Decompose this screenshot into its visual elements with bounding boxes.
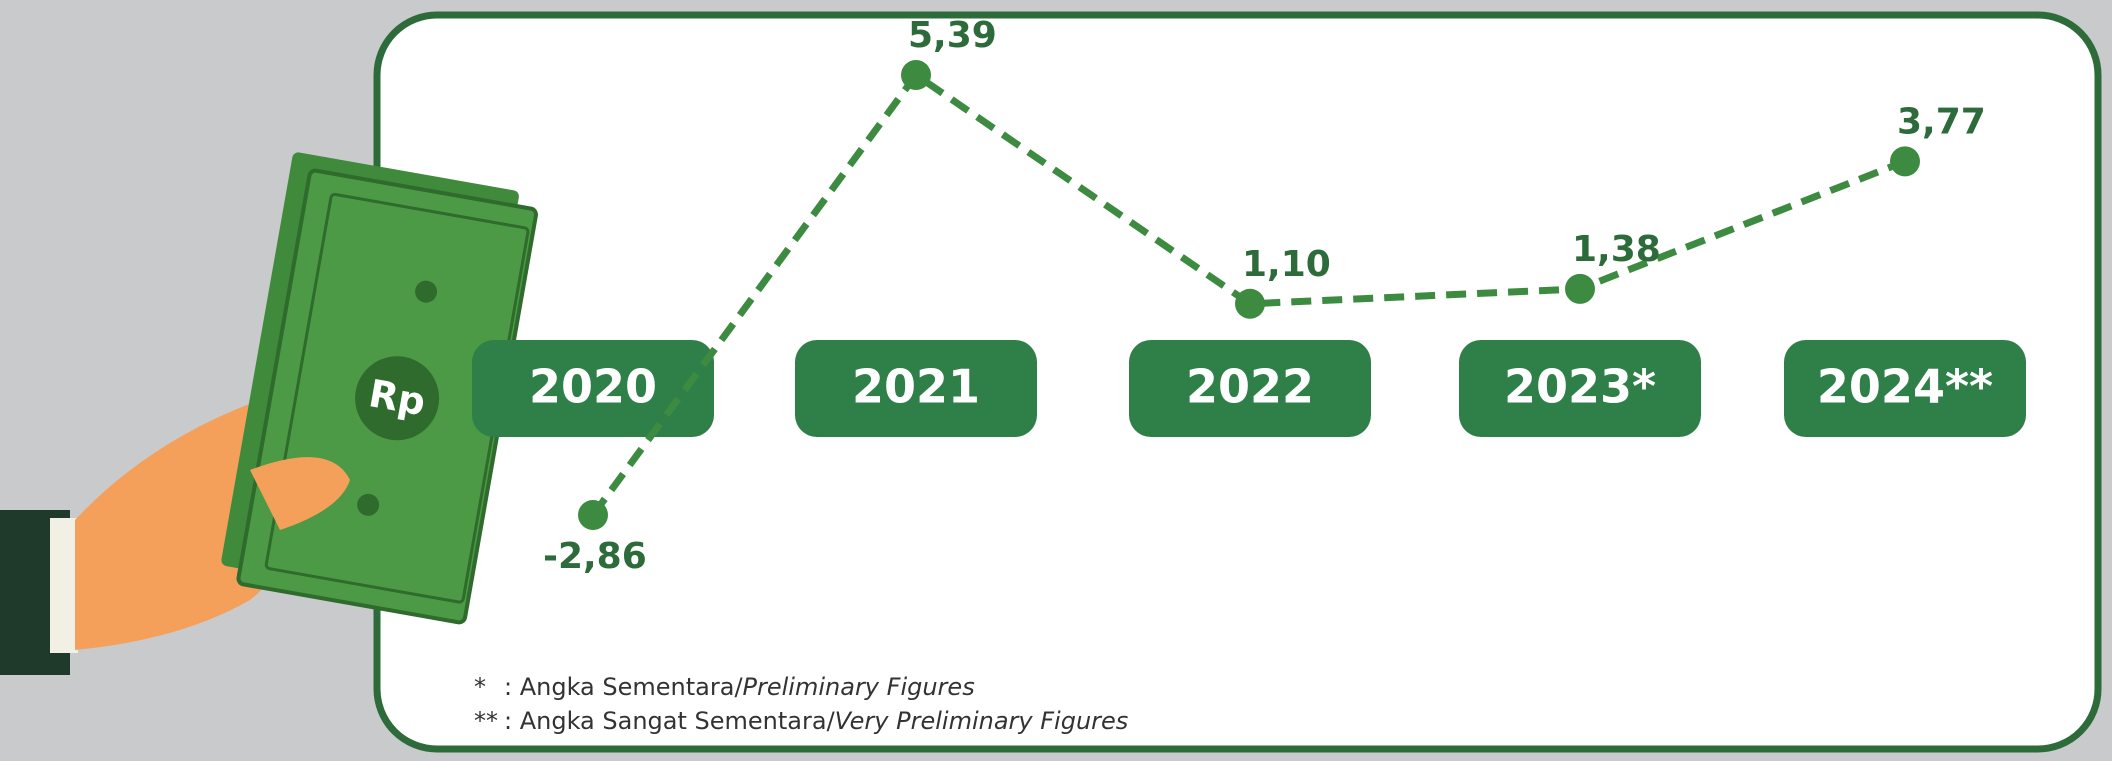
year-box [795,340,1037,437]
x-tick-label: 2023* [1504,360,1656,414]
value-label: -2,86 [543,536,647,577]
value-label: 1,38 [1572,229,1661,270]
note-label: : Angka Sangat Sementara/ [504,707,836,735]
x-tick-label: 2022 [1186,360,1314,414]
footnotes: *: Angka Sementara/Preliminary Figures**… [474,673,1128,735]
line [590,70,1907,518]
point [1890,146,1920,177]
note-text: : Angka Sementara/Preliminary Figures [504,673,975,701]
year-box [1459,340,1701,437]
x-tick-label: 2024** [1817,360,1993,414]
value-label: 3,77 [1897,101,1986,142]
x-tick-label: 2020 [529,360,657,414]
year-box [1784,340,2026,437]
point [1235,288,1265,319]
svg-text:Rp: Rp [366,371,429,424]
note-italic: Preliminary Figures [743,673,975,701]
point [901,60,931,90]
note-italic: Very Preliminary Figures [835,707,1129,735]
x-tick-label: 2021 [852,360,980,414]
year-box [1129,340,1371,437]
year-box [472,340,714,437]
value-label: 1,10 [1242,244,1331,285]
note-mark: ** [474,707,498,735]
point [1565,273,1595,304]
value-label: 5,39 [908,15,997,56]
hand-money-illustration: Rp [0,152,539,675]
note-text: : Angka Sangat Sementara/Very Preliminar… [504,707,1128,735]
point [578,500,608,530]
note-label: : Angka Sementara/ [504,673,743,701]
note-mark: * [474,673,486,701]
